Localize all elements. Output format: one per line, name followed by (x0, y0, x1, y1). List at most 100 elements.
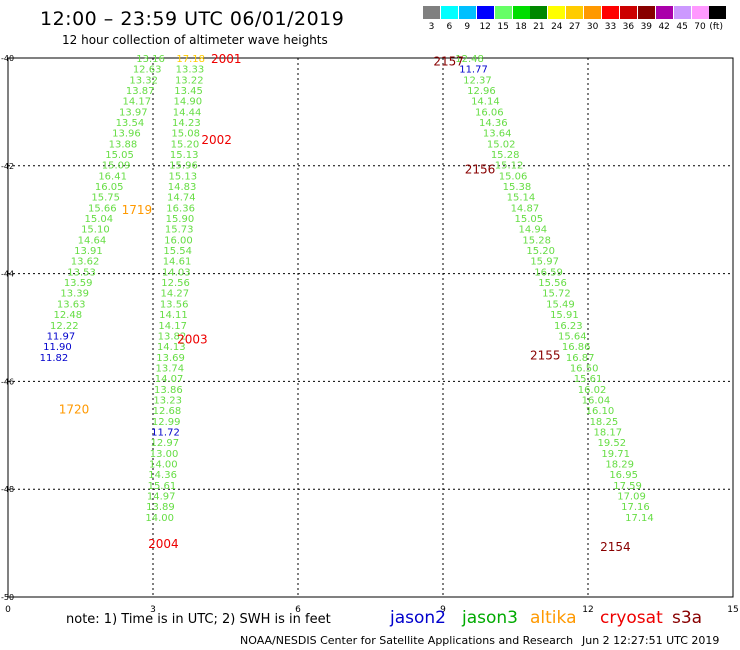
x-tick-label: 15 (727, 605, 738, 615)
wave-height-value: 18.29 (605, 459, 634, 470)
wave-height-value: 14.97 (147, 491, 176, 502)
color-scale-swatch (709, 6, 727, 19)
pass-time-label: 1719 (122, 203, 153, 217)
wave-height-value: 14.64 (78, 235, 107, 246)
wave-height-value: 14.23 (172, 118, 201, 129)
wave-height-value: 15.08 (171, 129, 200, 140)
wave-height-value: 14.94 (518, 225, 547, 236)
wave-height-value: 12.56 (161, 278, 190, 289)
wave-height-value: 13.88 (109, 139, 138, 150)
wave-height-value: 15.64 (558, 331, 587, 342)
y-tick-label: -44 (1, 270, 14, 279)
y-tick-label: -40 (1, 54, 14, 63)
color-scale-swatch (512, 6, 530, 19)
satellite-legend-item: s3a (672, 608, 703, 628)
wave-height-value: 17.59 (613, 481, 642, 492)
wave-height-value: 15.20 (526, 246, 555, 257)
satellite-legend-item: jason2 (390, 608, 446, 628)
wave-height-value: 14.11 (159, 310, 188, 321)
wave-height-value: 13.89 (146, 502, 175, 513)
pass-time-label: 2001 (211, 52, 242, 66)
wave-height-value: 11.77 (459, 65, 488, 76)
wave-height-value: 15.56 (538, 278, 567, 289)
wave-height-value: 14.44 (173, 107, 202, 118)
wave-height-value: 15.04 (85, 214, 114, 225)
x-tick-label: 3 (150, 605, 156, 615)
wave-height-value: 13.56 (160, 299, 189, 310)
x-tick-label: 12 (582, 605, 593, 615)
color-scale-swatch (566, 6, 584, 19)
y-tick-label: -48 (1, 485, 14, 494)
wave-height-value: 15.05 (105, 150, 134, 161)
wave-height-value: 16.86 (562, 342, 591, 353)
wave-height-value: 15.02 (487, 139, 516, 150)
wave-height-value: 15.06 (499, 171, 528, 182)
wave-height-value: 13.33 (176, 65, 205, 76)
color-scale-label: 70 (694, 22, 706, 32)
wave-height-value: 17.09 (617, 491, 646, 502)
wave-height-value: 15.97 (530, 257, 559, 268)
wave-height-value: 12.96 (467, 86, 496, 97)
color-scale-swatch (637, 6, 655, 19)
wave-height-value: 14.14 (471, 97, 500, 108)
wave-height-value: 15.90 (166, 214, 195, 225)
wave-height-value: 15.72 (542, 289, 571, 300)
wave-height-value: 15.09 (102, 161, 131, 172)
wave-height-value: 12.99 (152, 417, 181, 428)
map-subtitle: 12 hour collection of altimeter wave hei… (62, 33, 328, 47)
wave-height-value: 16.95 (609, 470, 638, 481)
color-scale-unit: (ft) (709, 22, 723, 32)
color-scale-swatch (548, 6, 566, 19)
map-title: 12:00 – 23:59 UTC 06/01/2019 (40, 8, 345, 30)
wave-height-value: 14.61 (163, 257, 192, 268)
wave-height-value: 13.32 (129, 75, 158, 86)
wave-height-value: 15.14 (507, 193, 536, 204)
wave-height-value: 14.87 (511, 203, 540, 214)
wave-height-value: 15.12 (495, 161, 524, 172)
wave-height-value: 17.16 (621, 502, 650, 513)
y-tick-label: -50 (1, 593, 14, 602)
wave-height-value: 14.07 (155, 374, 184, 385)
color-scale-label: 21 (533, 22, 545, 32)
wave-height-value: 15.49 (546, 299, 575, 310)
wave-height-value: 15.13 (170, 150, 199, 161)
color-scale-label: 15 (497, 22, 509, 32)
wave-height-value: 13.53 (67, 267, 96, 278)
color-scale-label: 12 (479, 22, 491, 32)
wave-height-value: 17.14 (625, 513, 654, 524)
color-scale-swatch (691, 6, 709, 19)
wave-height-value: 15.91 (550, 310, 579, 321)
color-scale-label: 24 (551, 22, 563, 32)
pass-time-label: 2002 (201, 133, 232, 147)
wave-height-value: 12.48 (455, 54, 484, 65)
wave-height-value: 13.23 (153, 395, 182, 406)
wave-height-value: 15.38 (503, 182, 532, 193)
wave-height-value: 16.59 (534, 267, 563, 278)
wave-height-value: 13.97 (119, 107, 148, 118)
wave-height-value: 14.83 (168, 182, 197, 193)
color-scale-swatch (476, 6, 494, 19)
wave-height-value: 13.59 (64, 278, 93, 289)
color-scale-label: 36 (622, 22, 635, 32)
pass-time-label: 2157 (433, 55, 464, 69)
wave-height-value: 11.82 (40, 353, 69, 364)
color-scale-label: 6 (446, 22, 453, 32)
pass-time-label: 2156 (465, 162, 496, 176)
color-scale-label: 39 (640, 22, 653, 32)
wave-height-value: 13.74 (155, 363, 184, 374)
wave-height-value: 12.48 (53, 310, 82, 321)
wave-height-value: 16.23 (554, 321, 583, 332)
satellite-legend-item: cryosat (600, 608, 663, 628)
wave-height-value: 18.25 (590, 417, 619, 428)
wave-height-value: 13.87 (126, 86, 155, 97)
map-frame (7, 57, 734, 598)
wave-height-value: 16.36 (166, 203, 195, 214)
wave-height-value: 11.90 (43, 342, 72, 353)
wave-height-value: 13.16 (136, 54, 165, 65)
pass-time-label: 2004 (148, 537, 179, 551)
color-scale-label: 3 (428, 22, 435, 32)
wave-height-value: 16.06 (475, 107, 504, 118)
x-tick-label: 0 (5, 605, 11, 615)
wave-height-value: 17.18 (176, 54, 205, 65)
color-scale-label: 18 (515, 22, 527, 32)
